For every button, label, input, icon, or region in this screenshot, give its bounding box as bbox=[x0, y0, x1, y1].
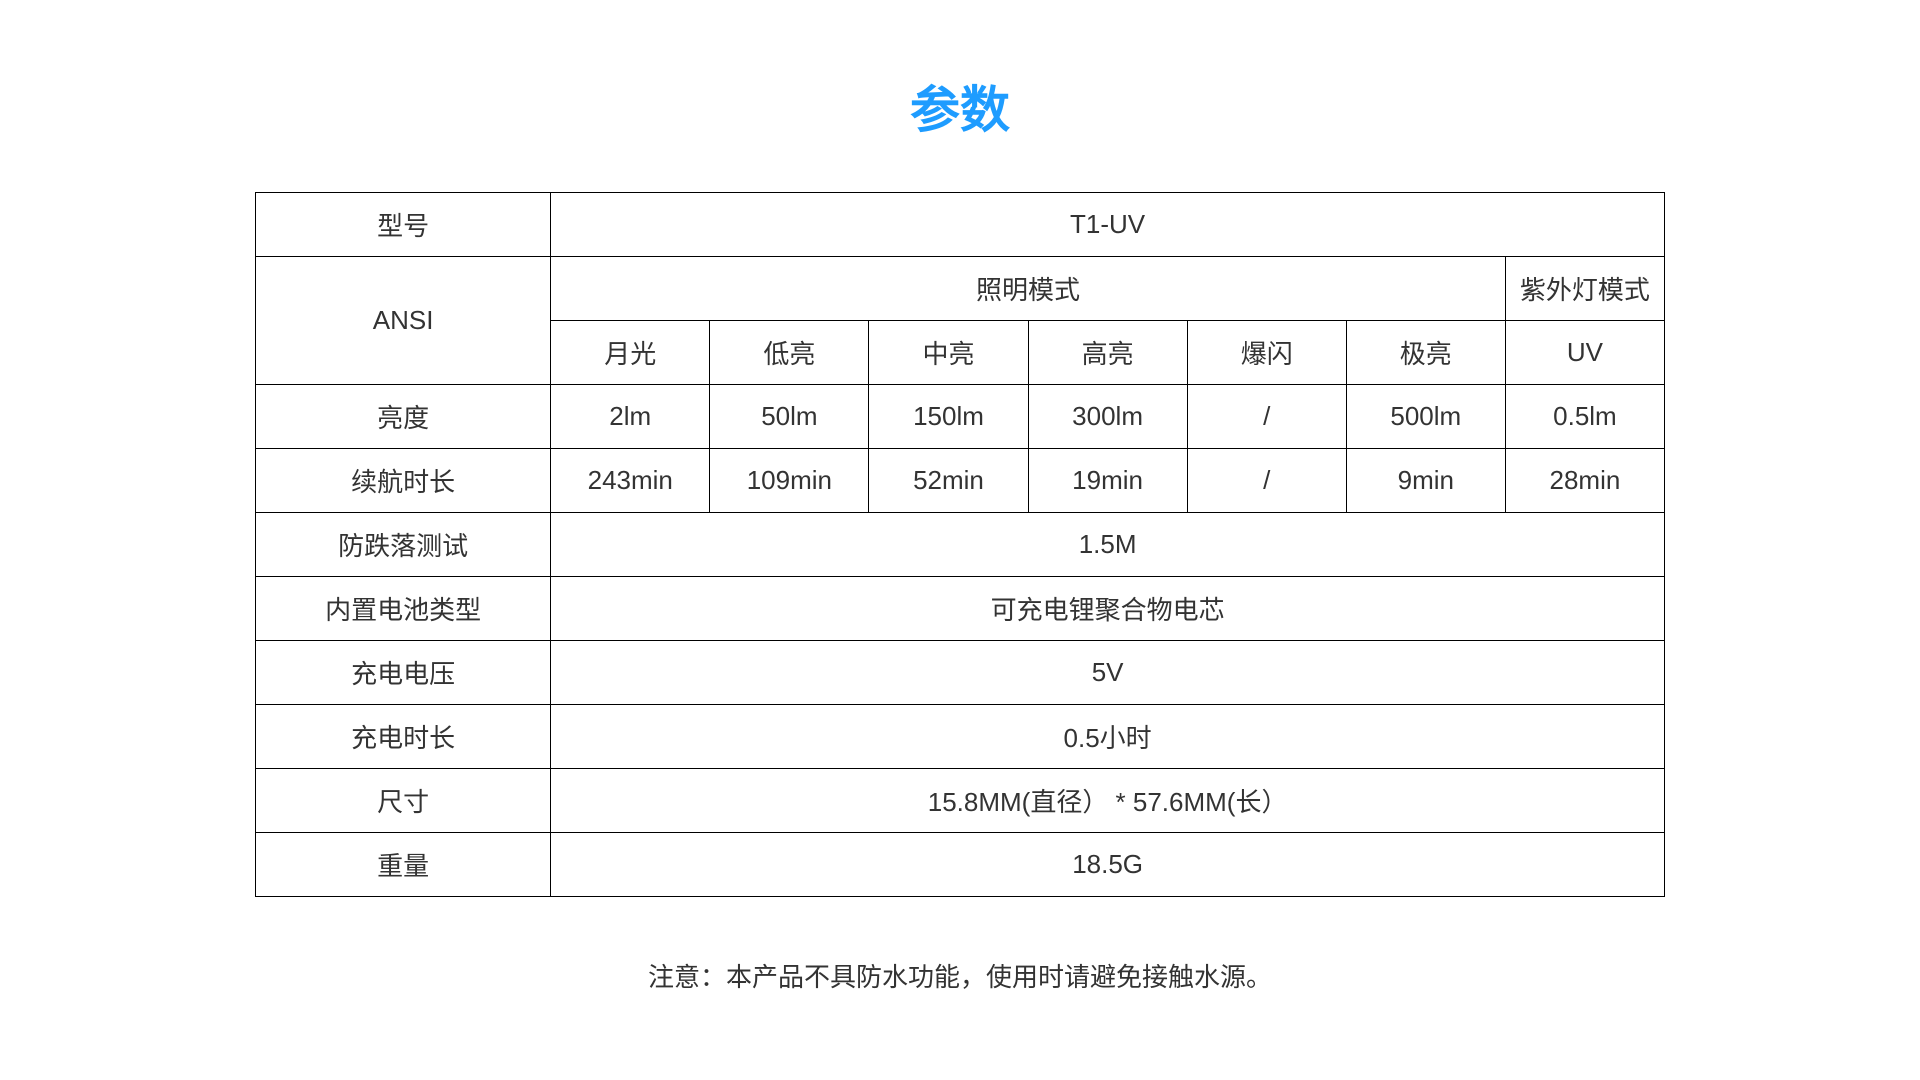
brightness-low: 50lm bbox=[710, 385, 869, 449]
label-battery-type: 内置电池类型 bbox=[256, 577, 551, 641]
runtime-mid: 52min bbox=[869, 449, 1028, 513]
row-dimensions: 尺寸 15.8MM(直径） * 57.6MM(长） bbox=[256, 769, 1665, 833]
value-weight: 18.5G bbox=[551, 833, 1665, 897]
value-drop-test: 1.5M bbox=[551, 513, 1665, 577]
mode-mid: 中亮 bbox=[869, 321, 1028, 385]
row-brightness: 亮度 2lm 50lm 150lm 300lm / 500lm 0.5lm bbox=[256, 385, 1665, 449]
label-charge-voltage: 充电电压 bbox=[256, 641, 551, 705]
row-charge-voltage: 充电电压 5V bbox=[256, 641, 1665, 705]
header-illum-mode: 照明模式 bbox=[551, 257, 1506, 321]
row-runtime: 续航时长 243min 109min 52min 19min / 9min 28… bbox=[256, 449, 1665, 513]
row-drop-test: 防跌落测试 1.5M bbox=[256, 513, 1665, 577]
label-drop-test: 防跌落测试 bbox=[256, 513, 551, 577]
page-title: 参数 bbox=[910, 70, 1010, 142]
value-charge-voltage: 5V bbox=[551, 641, 1665, 705]
runtime-low: 109min bbox=[710, 449, 869, 513]
mode-high: 高亮 bbox=[1028, 321, 1187, 385]
runtime-turbo: 9min bbox=[1346, 449, 1505, 513]
value-dimensions: 15.8MM(直径） * 57.6MM(长） bbox=[551, 769, 1665, 833]
row-ansi-header: ANSI 照明模式 紫外灯模式 bbox=[256, 257, 1665, 321]
brightness-strobe: / bbox=[1187, 385, 1346, 449]
row-weight: 重量 18.5G bbox=[256, 833, 1665, 897]
label-charge-time: 充电时长 bbox=[256, 705, 551, 769]
footnote: 注意：本产品不具防水功能，使用时请避免接触水源。 bbox=[648, 957, 1272, 994]
label-weight: 重量 bbox=[256, 833, 551, 897]
row-charge-time: 充电时长 0.5小时 bbox=[256, 705, 1665, 769]
mode-moonlight: 月光 bbox=[551, 321, 710, 385]
brightness-uv: 0.5lm bbox=[1505, 385, 1664, 449]
brightness-moonlight: 2lm bbox=[551, 385, 710, 449]
mode-uv: UV bbox=[1505, 321, 1664, 385]
value-model: T1-UV bbox=[551, 193, 1665, 257]
value-battery-type: 可充电锂聚合物电芯 bbox=[551, 577, 1665, 641]
header-uv-mode: 紫外灯模式 bbox=[1505, 257, 1664, 321]
row-model: 型号 T1-UV bbox=[256, 193, 1665, 257]
runtime-high: 19min bbox=[1028, 449, 1187, 513]
label-runtime: 续航时长 bbox=[256, 449, 551, 513]
mode-low: 低亮 bbox=[710, 321, 869, 385]
label-model: 型号 bbox=[256, 193, 551, 257]
runtime-uv: 28min bbox=[1505, 449, 1664, 513]
label-ansi: ANSI bbox=[256, 257, 551, 385]
row-battery-type: 内置电池类型 可充电锂聚合物电芯 bbox=[256, 577, 1665, 641]
mode-strobe: 爆闪 bbox=[1187, 321, 1346, 385]
spec-table: 型号 T1-UV ANSI 照明模式 紫外灯模式 月光 低亮 中亮 高亮 爆闪 … bbox=[255, 192, 1665, 897]
brightness-turbo: 500lm bbox=[1346, 385, 1505, 449]
label-dimensions: 尺寸 bbox=[256, 769, 551, 833]
brightness-high: 300lm bbox=[1028, 385, 1187, 449]
value-charge-time: 0.5小时 bbox=[551, 705, 1665, 769]
mode-turbo: 极亮 bbox=[1346, 321, 1505, 385]
brightness-mid: 150lm bbox=[869, 385, 1028, 449]
runtime-strobe: / bbox=[1187, 449, 1346, 513]
label-brightness: 亮度 bbox=[256, 385, 551, 449]
runtime-moonlight: 243min bbox=[551, 449, 710, 513]
